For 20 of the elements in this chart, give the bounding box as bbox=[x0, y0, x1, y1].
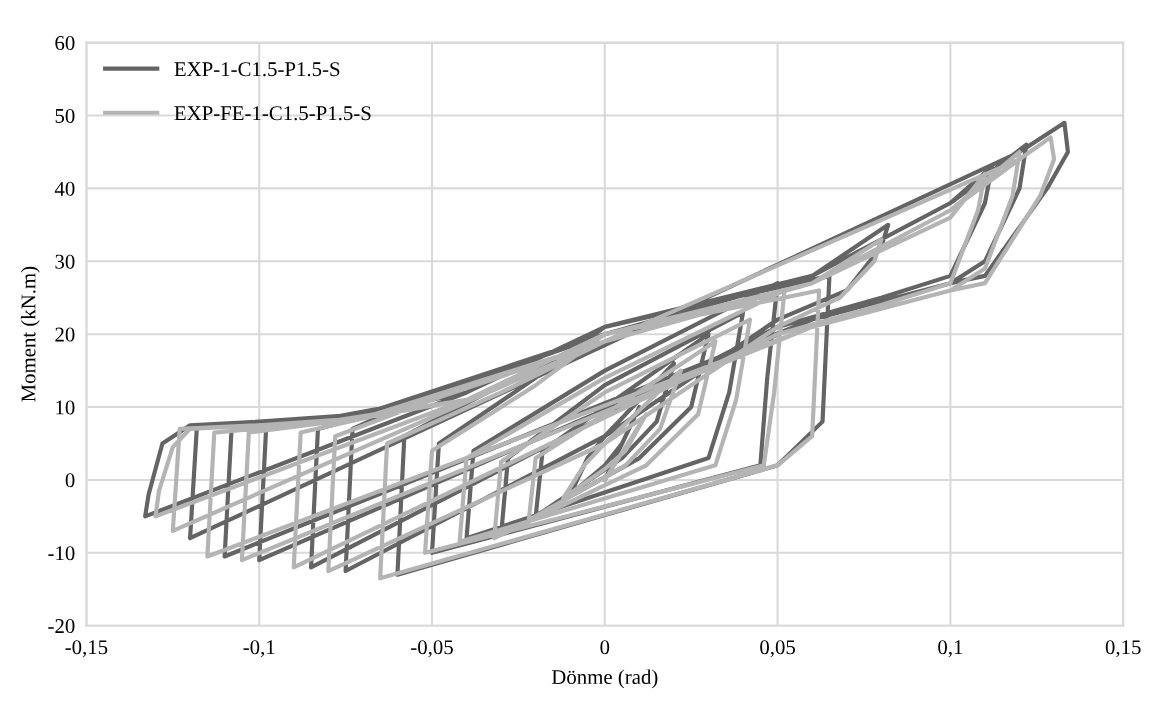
y-tick-label: 0 bbox=[65, 473, 75, 488]
y-tick-label: -10 bbox=[48, 546, 75, 561]
x-tick-label: 0 bbox=[600, 640, 610, 655]
x-tick-label: -0,15 bbox=[65, 640, 108, 658]
x-tick-label: 0,05 bbox=[760, 640, 796, 658]
y-tick-label: 10 bbox=[56, 400, 75, 415]
y-tick-label: 20 bbox=[55, 327, 75, 342]
x-tick-label: 0,15 bbox=[1105, 640, 1141, 658]
y-tick-label: 40 bbox=[54, 181, 75, 196]
y-tick-label: 50 bbox=[55, 108, 75, 123]
x-tick-label: -0,1 bbox=[243, 640, 275, 658]
legend-label: EXP-1-C1.5-P1.5-S bbox=[174, 62, 340, 77]
x-tick-label: 0,1 bbox=[938, 640, 963, 658]
legend-label: EXP-FE-1-C1.5-P1.5-S bbox=[174, 106, 371, 121]
y-tick-label: -20 bbox=[48, 619, 75, 634]
y-tick-label: 60 bbox=[55, 36, 75, 51]
y-axis-title: Moment (kN.m) bbox=[20, 266, 40, 402]
x-axis-title: Dönme (rad) bbox=[551, 669, 658, 689]
x-tick-label: -0,05 bbox=[411, 640, 453, 658]
y-tick-label: 30 bbox=[55, 254, 75, 269]
